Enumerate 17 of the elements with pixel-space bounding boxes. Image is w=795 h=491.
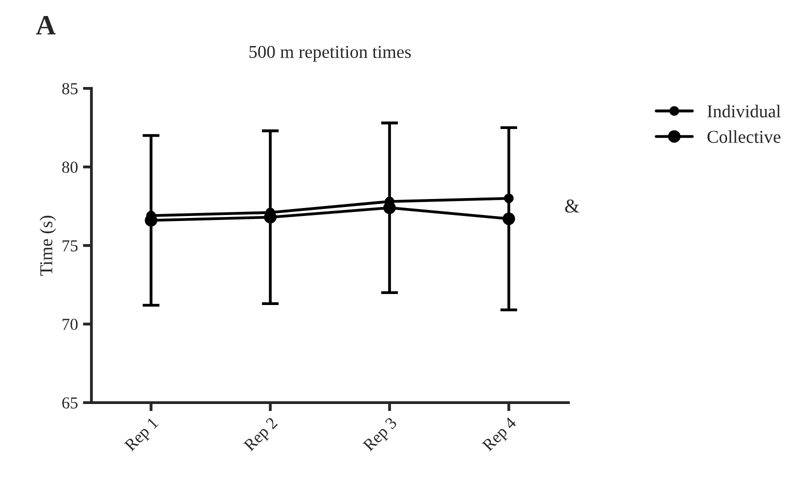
x-tick-label: Rep 2 xyxy=(243,416,280,454)
y-tick-label: 65 xyxy=(62,397,78,409)
x-tick-label: Rep 3 xyxy=(362,416,400,454)
chart-title: 500 m repetition times xyxy=(249,46,411,62)
text: A xyxy=(36,16,56,34)
x-tick-label: Rep 1 xyxy=(124,416,162,454)
y-tick-label: 70 xyxy=(62,318,78,330)
y-tick-label: 85 xyxy=(62,83,78,94)
point xyxy=(502,212,516,226)
legend-label: Collective xyxy=(708,130,780,143)
point xyxy=(504,194,514,204)
y-tick-label: 75 xyxy=(62,240,78,252)
y-axis-title: Time (s) xyxy=(40,216,56,276)
x-tick-label: Rep 4 xyxy=(482,416,520,454)
y-tick-label: 80 xyxy=(62,162,78,173)
annotation: & xyxy=(565,200,580,213)
legend-label: Individual xyxy=(707,104,781,118)
